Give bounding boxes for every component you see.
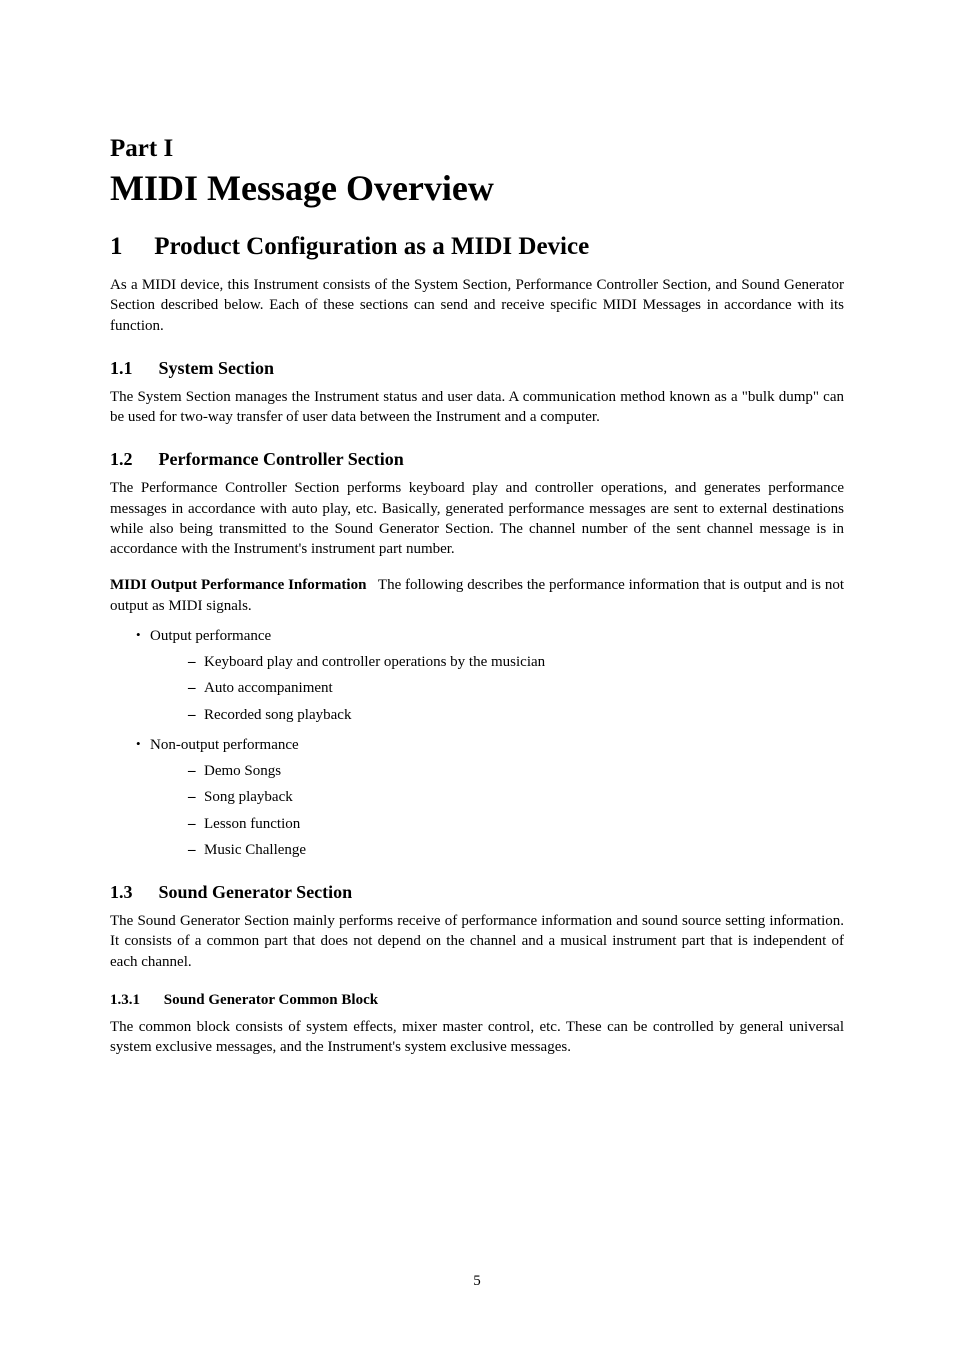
- document-page: Part I MIDI Message Overview 1 Product C…: [0, 0, 954, 1350]
- subsection-body: The System Section manages the Instrumen…: [110, 387, 844, 428]
- section-number: 1: [110, 233, 148, 261]
- subsection-heading-1-1: 1.1 System Section: [110, 358, 844, 379]
- subsection-heading-1-3: 1.3 Sound Generator Section: [110, 882, 844, 903]
- list-item: Recorded song playback: [188, 705, 844, 725]
- runin-paragraph: MIDI Output Performance Information The …: [110, 575, 844, 616]
- list-item: Lesson function: [188, 814, 844, 834]
- list-item: Output performance Keyboard play and con…: [136, 626, 844, 725]
- page-number: 5: [0, 1273, 954, 1290]
- part-title: MIDI Message Overview: [110, 167, 844, 209]
- runin-heading: MIDI Output Performance Information: [110, 577, 366, 593]
- list-item: Non-output performance Demo Songs Song p…: [136, 735, 844, 860]
- list-item: Music Challenge: [188, 840, 844, 860]
- subsubsection-title: Sound Generator Common Block: [164, 992, 378, 1008]
- list-item-label: Output performance: [150, 628, 271, 644]
- subsection-title: Sound Generator Section: [159, 882, 353, 902]
- subsection-number: 1.1: [110, 358, 154, 379]
- section-heading-1: 1 Product Configuration as a MIDI Device: [110, 233, 844, 261]
- list-item: Song playback: [188, 787, 844, 807]
- list-item: Keyboard play and controller operations …: [188, 652, 844, 672]
- performance-output-list: Output performance Keyboard play and con…: [110, 626, 844, 860]
- subsection-title: Performance Controller Section: [159, 449, 404, 469]
- section-intro: As a MIDI device, this Instrument consis…: [110, 275, 844, 336]
- subsection-title: System Section: [159, 358, 275, 378]
- subsubsection-body: The common block consists of system effe…: [110, 1017, 844, 1058]
- subsection-body: The Sound Generator Section mainly perfo…: [110, 911, 844, 972]
- subsubsection-number: 1.3.1: [110, 992, 160, 1009]
- list-item: Auto accompaniment: [188, 678, 844, 698]
- subsection-number: 1.2: [110, 449, 154, 470]
- part-label: Part I: [110, 135, 844, 163]
- output-sublist: Keyboard play and controller operations …: [150, 652, 844, 725]
- list-item-label: Non-output performance: [150, 737, 299, 753]
- list-item: Demo Songs: [188, 761, 844, 781]
- subsection-number: 1.3: [110, 882, 154, 903]
- section-title: Product Configuration as a MIDI Device: [154, 233, 589, 260]
- subsection-heading-1-2: 1.2 Performance Controller Section: [110, 449, 844, 470]
- subsection-body: The Performance Controller Section perfo…: [110, 478, 844, 559]
- subsubsection-heading-1-3-1: 1.3.1 Sound Generator Common Block: [110, 992, 844, 1009]
- nonoutput-sublist: Demo Songs Song playback Lesson function…: [150, 761, 844, 860]
